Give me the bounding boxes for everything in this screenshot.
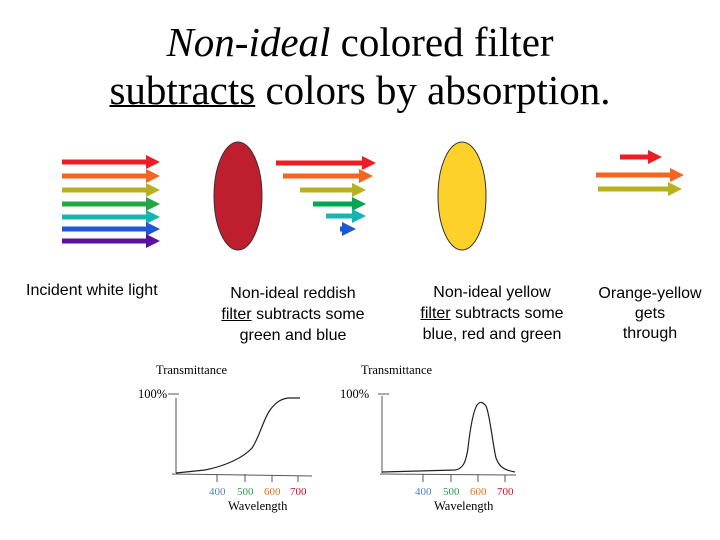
incident-arrow-green (62, 197, 160, 211)
output-arrow-olive (598, 182, 682, 196)
slide-title: Non-ideal colored filter subtracts color… (0, 18, 720, 114)
caption-reddish-line-1: Non-ideal reddish (230, 285, 356, 302)
plot2-tick-label-700: 700 (497, 486, 514, 498)
plot1-tick-label-400: 400 (209, 486, 226, 498)
caption-reddish-line-2: filter subtracts some (198, 304, 388, 325)
title-line-1: Non-ideal colored filter (0, 18, 720, 66)
caption-output-line-1: Orange-yellow (598, 285, 702, 302)
caption-yellow-line-2: filter subtracts some (396, 303, 588, 324)
caption-reddish-filter-word: filter (221, 306, 252, 323)
plot2-tick-label-400: 400 (415, 486, 432, 498)
title-underlined-word: subtracts (109, 67, 256, 113)
filtered-arrow-darkgreen (313, 197, 366, 211)
yellow-filter (437, 141, 487, 251)
filtered-arrow-red (276, 156, 376, 170)
transmittance-plot-reddish (168, 393, 313, 482)
filtered-arrow-blue (340, 222, 356, 236)
caption-incident-light: Incident white light (26, 280, 158, 301)
title-line-2-rest: colors by absorption. (255, 67, 611, 113)
plot1-transmittance-curve (175, 397, 300, 474)
incident-light-arrows (62, 155, 160, 248)
output-arrow-red (620, 150, 662, 164)
plot2-xlabel: Wavelength (434, 499, 494, 513)
plot1-ymax-label: 100% (138, 387, 168, 401)
title-emphasis: Non-ideal (166, 19, 331, 65)
caption-output-line-2: gets (634, 305, 666, 322)
plot2-tick-label-600: 600 (470, 486, 487, 498)
plot2-transmittance-curve (381, 401, 516, 473)
filtered-arrow-olive (300, 183, 366, 197)
filtered-arrow-teal (326, 209, 366, 223)
plot1-tick-label-600: 600 (264, 486, 281, 498)
plot1-x-axis (171, 473, 313, 477)
caption-reddish-line-2-rest: subtracts some (251, 306, 365, 323)
filtered-light-arrows (276, 156, 376, 236)
plot1-tick-label-500: 500 (237, 486, 254, 498)
plot2-tick-label-500: 500 (443, 486, 460, 498)
plot1-tick-label-700: 700 (290, 486, 307, 498)
transmittance-plot-yellow (378, 393, 517, 482)
plot2-ylabel: Transmittance (361, 363, 433, 377)
title-line-2: subtracts colors by absorption. (0, 66, 720, 114)
caption-reddish-filter: Non-ideal reddish filter subtracts some … (198, 283, 388, 346)
caption-reddish-line-3: green and blue (239, 327, 347, 344)
output-light-arrows (596, 150, 684, 196)
caption-incident-text: Incident white light (26, 282, 158, 299)
incident-arrow-olive (62, 183, 160, 197)
caption-output-line-3: through (622, 325, 678, 342)
caption-yellow-line-1: Non-ideal yellow (433, 284, 551, 301)
incident-arrow-blue (62, 222, 160, 236)
caption-yellow-line-3: blue, red and green (422, 326, 562, 343)
plot2-x-axis (379, 473, 517, 476)
caption-yellow-filter-word: filter (420, 305, 451, 322)
title-line-1-rest: colored filter (330, 19, 554, 65)
caption-yellow-line-2-rest: subtracts some (450, 305, 564, 322)
incident-arrow-red (62, 155, 160, 169)
output-arrow-orange (596, 168, 684, 182)
reddish-filter (213, 141, 263, 251)
plot1-xlabel: Wavelength (228, 499, 288, 513)
caption-yellow-filter: Non-ideal yellow filter subtracts some b… (396, 282, 588, 345)
filtered-arrow-orange (283, 169, 373, 183)
caption-output: Orange-yellow gets through (584, 284, 716, 344)
incident-arrow-purple (62, 234, 160, 248)
incident-arrow-orange (62, 169, 160, 183)
plot2-ymax-label: 100% (340, 387, 370, 401)
plot1-ylabel: Transmittance (156, 363, 228, 377)
incident-arrow-teal (62, 210, 160, 224)
